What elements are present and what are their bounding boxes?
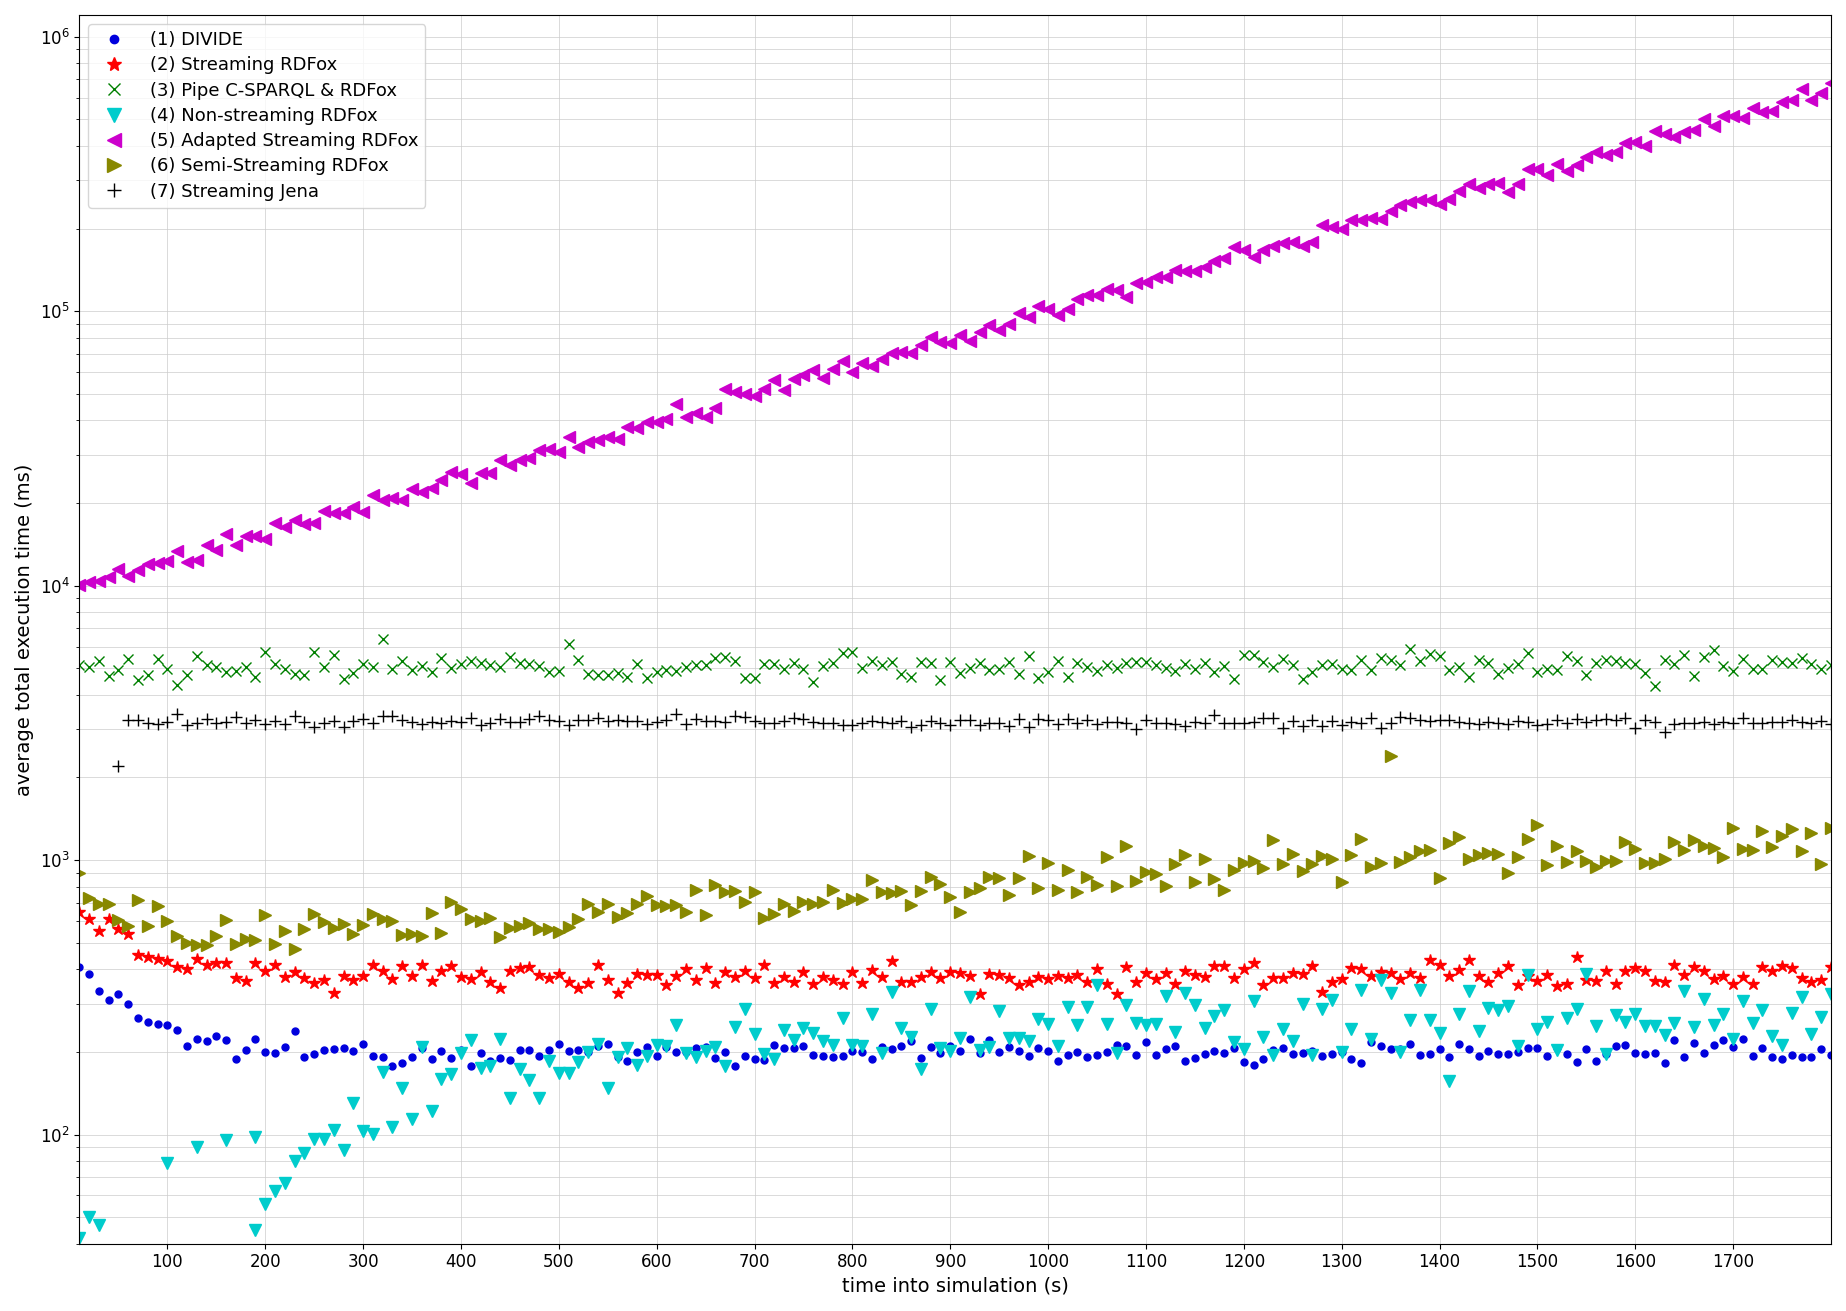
(6) Semi-Streaming RDFox bbox=[744, 885, 766, 901]
(2) Streaming RDFox bbox=[1820, 958, 1842, 974]
(2) Streaming RDFox bbox=[273, 970, 295, 986]
(1) DIVIDE bbox=[460, 1058, 482, 1074]
(1) DIVIDE bbox=[1820, 1047, 1842, 1063]
(6) Semi-Streaming RDFox bbox=[98, 895, 120, 911]
Line: (2) Streaming RDFox: (2) Streaming RDFox bbox=[74, 906, 1837, 1000]
(6) Semi-Streaming RDFox bbox=[68, 865, 90, 881]
(5) Adapted Streaming RDFox bbox=[430, 472, 452, 488]
(7) Streaming Jena bbox=[1242, 713, 1265, 729]
(4) Non-streaming RDFox bbox=[1506, 1038, 1528, 1054]
(7) Streaming Jena bbox=[724, 708, 746, 724]
(4) Non-streaming RDFox bbox=[1281, 1033, 1303, 1049]
Line: (6) Semi-Streaming RDFox: (6) Semi-Streaming RDFox bbox=[74, 750, 1837, 954]
(7) Streaming Jena bbox=[1390, 709, 1412, 725]
(1) DIVIDE bbox=[1634, 1046, 1656, 1062]
Y-axis label: average total execution time (ms): average total execution time (ms) bbox=[15, 463, 33, 796]
(3) Pipe C-SPARQL & RDFox bbox=[273, 661, 295, 676]
(4) Non-streaming RDFox bbox=[244, 1222, 266, 1238]
(5) Adapted Streaming RDFox bbox=[98, 569, 120, 585]
(7) Streaming Jena bbox=[607, 712, 629, 728]
(7) Streaming Jena bbox=[255, 716, 277, 732]
(3) Pipe C-SPARQL & RDFox bbox=[68, 657, 90, 673]
(4) Non-streaming RDFox bbox=[753, 1046, 775, 1062]
Legend: (1) DIVIDE, (2) Streaming RDFox, (3) Pipe C-SPARQL & RDFox, (4) Non-streaming RD: (1) DIVIDE, (2) Streaming RDFox, (3) Pip… bbox=[89, 24, 425, 208]
(5) Adapted Streaming RDFox bbox=[1820, 76, 1842, 92]
(2) Streaming RDFox bbox=[98, 911, 120, 927]
(1) DIVIDE bbox=[273, 1040, 295, 1055]
(4) Non-streaming RDFox bbox=[762, 1051, 785, 1067]
(6) Semi-Streaming RDFox bbox=[273, 923, 295, 939]
(3) Pipe C-SPARQL & RDFox bbox=[1634, 666, 1656, 682]
(5) Adapted Streaming RDFox bbox=[733, 385, 755, 401]
(3) Pipe C-SPARQL & RDFox bbox=[1643, 678, 1665, 694]
X-axis label: time into simulation (s): time into simulation (s) bbox=[842, 1277, 1069, 1297]
(7) Streaming Jena bbox=[1820, 716, 1842, 732]
(5) Adapted Streaming RDFox bbox=[68, 577, 90, 593]
(3) Pipe C-SPARQL & RDFox bbox=[371, 632, 393, 648]
Line: (5) Adapted Streaming RDFox: (5) Adapted Streaming RDFox bbox=[74, 77, 1837, 590]
(5) Adapted Streaming RDFox bbox=[1761, 104, 1783, 119]
(1) DIVIDE bbox=[430, 1044, 452, 1059]
(1) DIVIDE bbox=[68, 958, 90, 974]
(7) Streaming Jena bbox=[1565, 711, 1588, 726]
(4) Non-streaming RDFox bbox=[1497, 998, 1519, 1013]
(2) Streaming RDFox bbox=[1106, 986, 1128, 1002]
(3) Pipe C-SPARQL & RDFox bbox=[98, 669, 120, 684]
(6) Semi-Streaming RDFox bbox=[1379, 747, 1401, 763]
(2) Streaming RDFox bbox=[733, 964, 755, 979]
(6) Semi-Streaming RDFox bbox=[1820, 821, 1842, 836]
(1) DIVIDE bbox=[1770, 1051, 1792, 1067]
(6) Semi-Streaming RDFox bbox=[1643, 855, 1665, 871]
(2) Streaming RDFox bbox=[1634, 962, 1656, 978]
(3) Pipe C-SPARQL & RDFox bbox=[744, 670, 766, 686]
(6) Semi-Streaming RDFox bbox=[284, 941, 306, 957]
(4) Non-streaming RDFox bbox=[382, 1120, 404, 1135]
(3) Pipe C-SPARQL & RDFox bbox=[1781, 656, 1804, 671]
(6) Semi-Streaming RDFox bbox=[1781, 821, 1804, 836]
(5) Adapted Streaming RDFox bbox=[273, 519, 295, 535]
(4) Non-streaming RDFox bbox=[1575, 966, 1597, 982]
(7) Streaming Jena bbox=[1654, 724, 1676, 739]
(7) Streaming Jena bbox=[665, 707, 687, 722]
(1) DIVIDE bbox=[744, 1051, 766, 1067]
Line: (7) Streaming Jena: (7) Streaming Jena bbox=[122, 708, 1837, 737]
(3) Pipe C-SPARQL & RDFox bbox=[439, 661, 462, 676]
(3) Pipe C-SPARQL & RDFox bbox=[1820, 657, 1842, 673]
Line: (4) Non-streaming RDFox: (4) Non-streaming RDFox bbox=[249, 969, 1837, 1236]
(1) DIVIDE bbox=[98, 992, 120, 1008]
Line: (3) Pipe C-SPARQL & RDFox: (3) Pipe C-SPARQL & RDFox bbox=[74, 635, 1837, 691]
(7) Streaming Jena bbox=[116, 712, 138, 728]
(6) Semi-Streaming RDFox bbox=[439, 894, 462, 910]
(2) Streaming RDFox bbox=[68, 903, 90, 919]
(4) Non-streaming RDFox bbox=[1820, 986, 1842, 1002]
Line: (1) DIVIDE: (1) DIVIDE bbox=[76, 964, 1835, 1070]
(2) Streaming RDFox bbox=[430, 964, 452, 979]
(2) Streaming RDFox bbox=[1770, 958, 1792, 974]
(5) Adapted Streaming RDFox bbox=[1624, 134, 1647, 149]
